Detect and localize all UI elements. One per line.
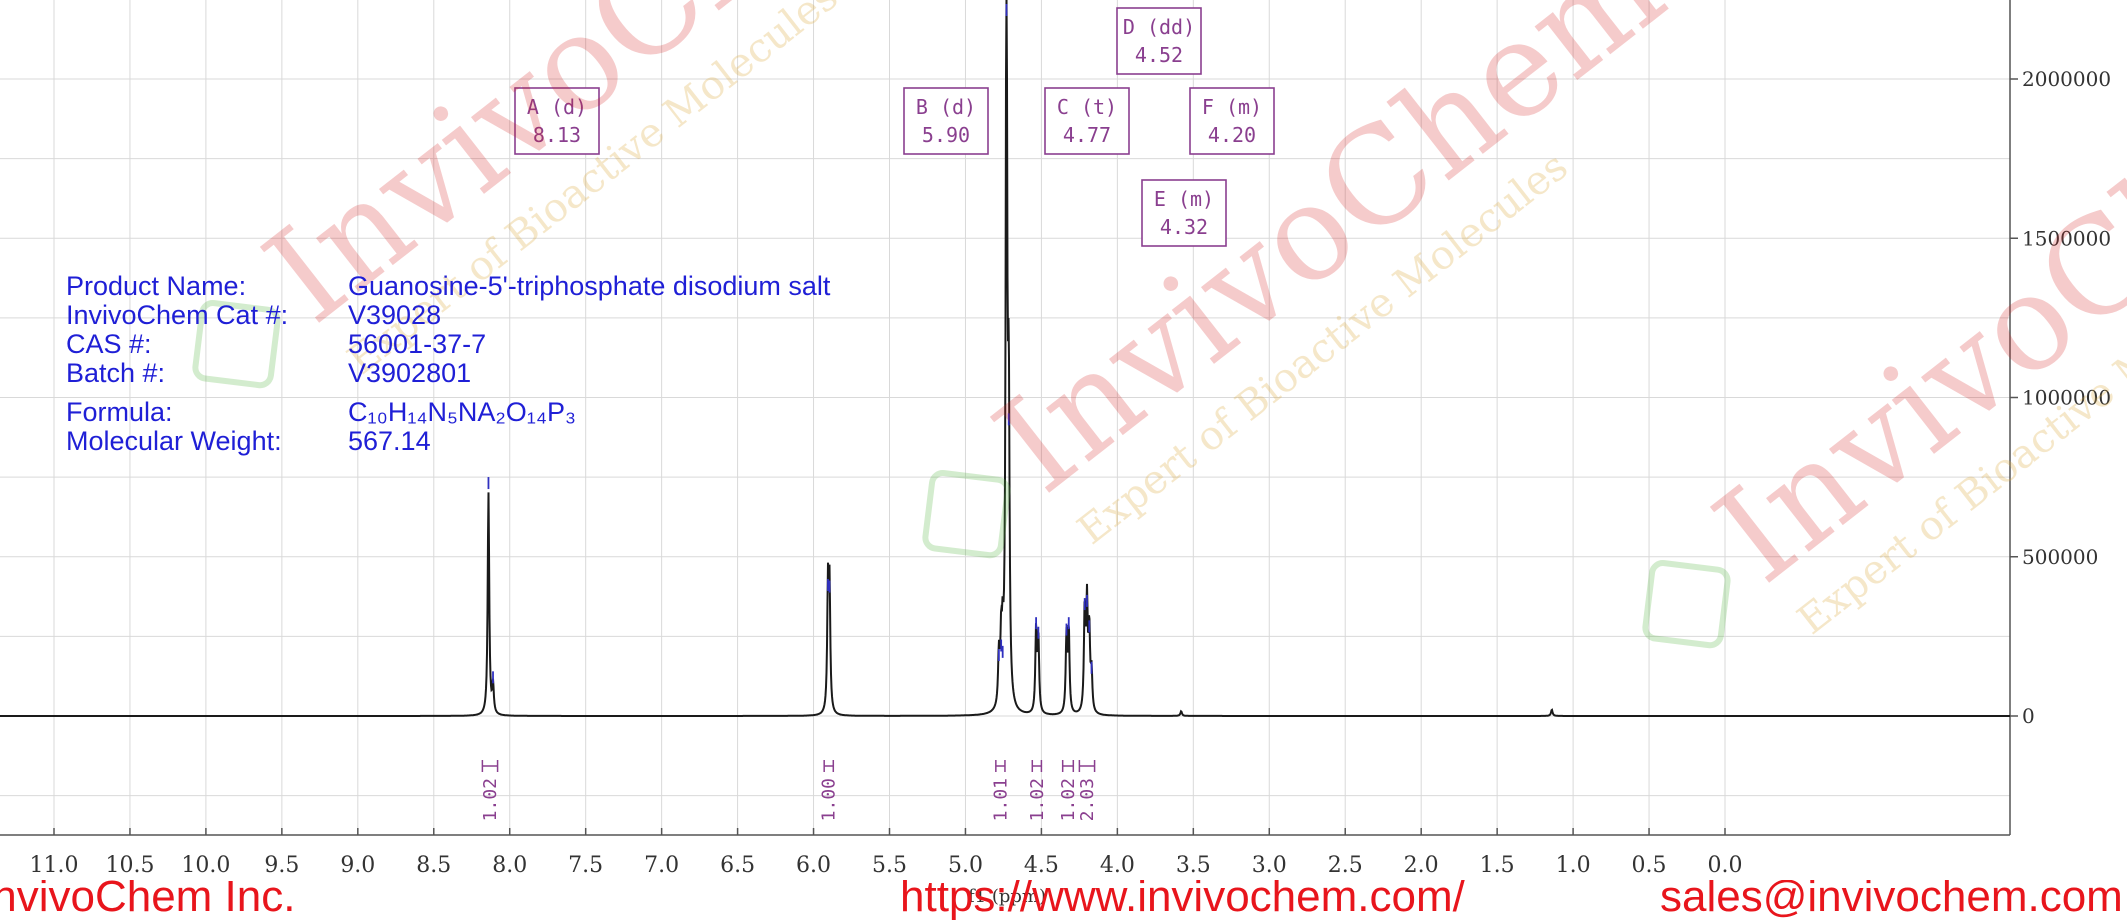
batch-value: V3902801: [348, 358, 472, 388]
x-tick-label: 2.5: [1328, 853, 1363, 878]
x-tick-label: 6.0: [796, 853, 831, 878]
y-tick-label: 0: [2022, 704, 2035, 728]
footer-company: InvivoChem Inc.: [0, 880, 296, 920]
integral-value: 2.03: [1077, 778, 1098, 821]
peak-label-name: A (d): [527, 95, 587, 119]
integrals: 1.02 1.00 1.01 1.02 1.022.03: [480, 760, 1098, 821]
y-tick-label: 1500000: [2022, 226, 2111, 250]
x-tick-label: 3.0: [1252, 853, 1287, 878]
product-name-value: Guanosine-5'-triphosphate disodium salt: [348, 271, 831, 301]
peak-label-box-0: [514, 87, 600, 155]
peak-label-box-5: [1141, 179, 1227, 247]
x-tick-label: 10.0: [181, 853, 230, 878]
x-tick-label: 7.0: [644, 853, 679, 878]
peak-label-name: D (dd): [1123, 15, 1195, 39]
x-tick-label: 9.5: [264, 853, 299, 878]
x-axis-label: f1 (ppm): [968, 886, 1046, 906]
x-tick-label: 3.5: [1176, 853, 1211, 878]
y-tick-label: 2000000: [2022, 67, 2111, 91]
x-tick-label: 10.5: [105, 853, 154, 878]
molecular-weight-value: 567.14: [348, 426, 431, 456]
footer-website[interactable]: https://www.invivochem.com/: [900, 880, 1465, 920]
y-tick-label: 500000: [2022, 545, 2098, 569]
product-name-label: Product Name:: [66, 271, 247, 301]
peak-label-box-3: [1116, 7, 1202, 75]
integral-value: 1.00: [819, 778, 840, 821]
peak-markers: [487, 4, 1093, 684]
x-tick-label: 1.5: [1480, 853, 1515, 878]
x-tick-label: 4.0: [1100, 853, 1135, 878]
product-info: Product Name: Guanosine-5'-triphosphate d…: [66, 272, 830, 456]
peak-label-box-2: [1044, 87, 1130, 155]
spectrum-line: [0, 0, 2010, 717]
formula-value: C₁₀H₁₄N₅NA₂O₁₄P₃: [348, 397, 576, 427]
x-tick-label: 8.5: [416, 853, 451, 878]
y-tick-label: 1000000: [2022, 386, 2111, 410]
x-tick-label: 2.0: [1404, 853, 1439, 878]
x-tick-label: 9.0: [340, 853, 375, 878]
peak-label-box-1: [903, 87, 989, 155]
integral-value: 1.02: [480, 778, 501, 821]
x-tick-label: 0.0: [1708, 853, 1743, 878]
peak-label-value: 8.13: [533, 123, 581, 147]
peak-label-value: 4.32: [1160, 215, 1208, 239]
y-axis-ticks: 0 500000 1000000 1500000 2000000: [2010, 67, 2111, 728]
peak-label-value: 4.77: [1063, 123, 1111, 147]
cas-label: CAS #:: [66, 329, 152, 359]
peak-label-name: F (m): [1202, 95, 1262, 119]
footer-email[interactable]: sales@invivochem.com: [1660, 880, 2123, 920]
x-tick-label: 5.5: [872, 853, 907, 878]
x-tick-label: 0.5: [1632, 853, 1667, 878]
peak-labels: A (d) 8.13 B (d) 5.90 C (t) 4.77 D (dd) 4.52 F (…: [514, 7, 1275, 247]
x-axis-ticks: 11.0 10.5 10.0 9.5 9.0 8.5 8.0 7.5 7.0 6.5 6.0 5.5 5…: [30, 828, 1743, 878]
peak-label-name: B (d): [916, 95, 976, 119]
x-tick-label: 8.0: [492, 853, 527, 878]
x-tick-label: 11.0: [30, 853, 79, 878]
cat-label: InvivoChem Cat #:: [66, 300, 289, 330]
peak-label-value: 4.20: [1208, 123, 1256, 147]
integral-value: 1.02: [1027, 778, 1048, 821]
integral-value: 1.01: [990, 778, 1011, 821]
peak-label-name: C (t): [1057, 95, 1117, 119]
axes: [0, 0, 2011, 836]
x-tick-label: 5.0: [948, 853, 983, 878]
x-tick-label: 6.5: [720, 853, 755, 878]
molecular-weight-label: Molecular Weight:: [66, 426, 282, 456]
x-tick-label: 1.0: [1556, 853, 1591, 878]
cas-value: 56001-37-7: [348, 329, 487, 359]
formula-label: Formula:: [66, 397, 173, 427]
integral-value: 1.02: [1058, 778, 1079, 821]
peak-label-box-4: [1189, 87, 1275, 155]
x-tick-label: 4.5: [1024, 853, 1059, 878]
peak-label-value: 4.52: [1135, 43, 1183, 67]
peak-label-value: 5.90: [922, 123, 970, 147]
footer: InvivoChem Inc. https://www.invivochem.c…: [0, 880, 2127, 920]
batch-label: Batch #:: [66, 358, 166, 388]
cat-value: V39028: [348, 300, 442, 330]
x-tick-label: 7.5: [568, 853, 603, 878]
peak-label-name: E (m): [1154, 187, 1214, 211]
